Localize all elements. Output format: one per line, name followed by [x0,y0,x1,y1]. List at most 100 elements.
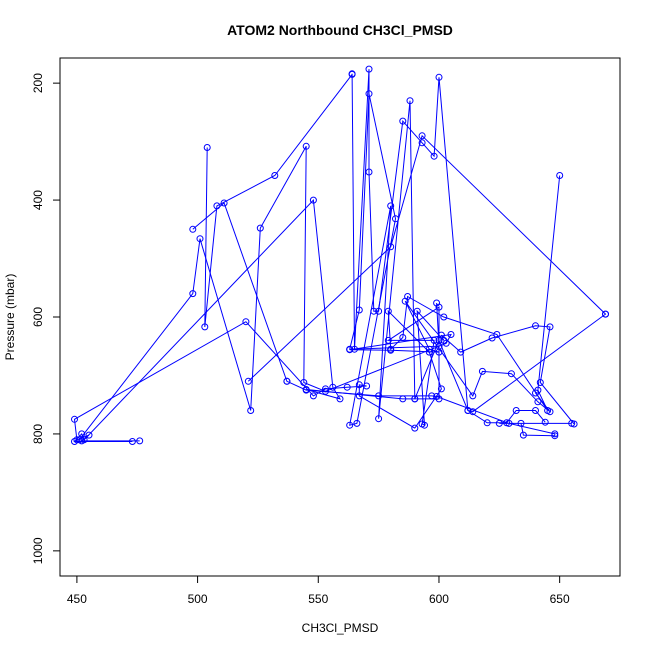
data-point [568,419,576,427]
y-tick-label: 600 [31,307,45,327]
data-point [80,436,88,444]
series-line [78,146,551,441]
data-point [469,408,477,416]
data-point [478,367,486,375]
data-point [428,392,436,400]
data-point [271,172,279,179]
data-point [302,142,310,150]
data-point [244,377,252,385]
data-point [283,377,291,385]
x-tick-label: 450 [67,592,87,606]
data-point [384,336,392,344]
data-point [220,199,228,207]
data-point [85,431,93,439]
data-point [75,436,83,444]
x-tick-label: 600 [429,592,449,606]
data-point [365,168,373,176]
y-tick-label: 1000 [31,537,45,564]
series-line [204,69,546,424]
data-point [387,346,395,354]
data-point [430,152,438,160]
data-point [435,342,443,350]
data-point [355,306,363,314]
data-point [203,144,211,151]
data-point [365,65,373,73]
data-point [418,139,426,147]
data-point [517,419,525,427]
plot-area [59,57,621,577]
x-tick-label: 500 [188,592,208,606]
data-point [437,385,445,393]
data-point [411,395,419,403]
data-point [196,235,204,243]
data-point [433,299,441,307]
x-axis: 450 500 550 600 650 [67,575,570,606]
data-point [483,419,491,427]
data-point [411,424,419,432]
data-point [71,415,78,423]
data-point [532,389,539,397]
data-point [493,331,501,338]
data-point [375,415,383,423]
data-point [365,90,373,98]
data-point [433,393,441,400]
data-point [355,381,363,389]
y-axis: 200 400 600 800 1000 [31,73,61,564]
data-point [602,310,609,318]
data-point [532,407,539,414]
x-axis-label: CH3Cl_PMSD [302,621,379,635]
series-line [192,202,572,437]
data-point [302,386,310,394]
data-point [464,407,472,414]
data-point [418,132,426,140]
y-tick-label: 200 [31,73,45,93]
data-point [336,395,344,403]
data-point [392,215,399,223]
y-tick-label: 800 [31,424,45,444]
data-point [442,339,450,347]
data-point [507,370,515,378]
data-point [189,290,197,298]
data-point [536,379,544,386]
data-point [384,307,392,315]
data-point [136,437,144,445]
data-point [541,418,549,426]
data-point [300,379,308,386]
data-point [387,202,395,210]
data-point [387,243,395,251]
data-point [519,431,527,439]
data-point [488,334,496,342]
data-point [551,432,559,440]
data-point [213,202,221,210]
data-point [189,225,197,233]
x-tick-label: 550 [308,592,328,606]
data-point [546,323,554,331]
data-point [128,438,136,445]
data-point [242,318,250,326]
data-point [435,73,443,81]
data-point [534,398,542,406]
data-point [440,313,448,321]
y-axis-label: Pressure (mbar) [3,274,17,361]
data-point [348,70,356,78]
data-point [343,383,351,391]
data-point [309,196,317,204]
data-point [532,322,539,330]
data-point [256,224,264,232]
data-point [375,392,383,400]
data-point [469,392,477,400]
data-point [421,421,428,429]
y-tick-label: 400 [31,190,45,210]
data-point [495,419,503,427]
series-line [73,198,575,442]
data-point [247,407,255,414]
x-tick-label: 650 [550,592,570,606]
data-point [71,438,78,445]
series-layer [71,65,609,445]
data-point [346,345,354,353]
data-point [346,421,354,429]
data-point [353,419,361,427]
chart-title: ATOM2 Northbound CH3Cl_PMSD [227,22,453,38]
